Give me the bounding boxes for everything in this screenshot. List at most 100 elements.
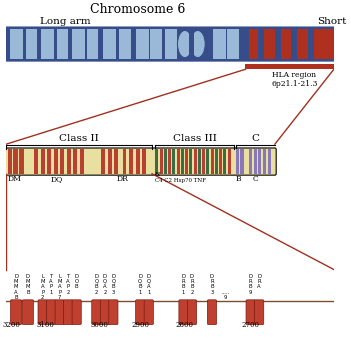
Bar	[190, 150, 192, 174]
Text: T
A
P
1: T A P 1	[49, 273, 53, 300]
Text: C: C	[252, 176, 258, 184]
FancyBboxPatch shape	[47, 300, 56, 325]
Bar	[215, 150, 218, 174]
Bar	[268, 150, 271, 174]
Text: D
Q
A
1: D Q A 1	[147, 273, 151, 300]
Text: Long arm: Long arm	[40, 17, 91, 26]
Text: T
A
P
2: T A P 2	[66, 273, 70, 300]
FancyBboxPatch shape	[254, 300, 264, 325]
Bar	[202, 150, 205, 174]
Bar	[119, 29, 131, 59]
Bar	[8, 150, 12, 174]
Text: D
R
A: D R A	[257, 273, 261, 300]
FancyBboxPatch shape	[187, 300, 197, 325]
Text: 3100: 3100	[37, 321, 54, 329]
Text: 2700: 2700	[241, 321, 259, 329]
FancyBboxPatch shape	[109, 300, 118, 325]
FancyBboxPatch shape	[207, 300, 217, 325]
Bar	[122, 150, 126, 174]
Bar	[263, 150, 266, 174]
Text: D
Q
B
1: D Q B 1	[138, 273, 142, 300]
Bar	[211, 150, 214, 174]
Bar	[258, 150, 261, 174]
Bar	[198, 150, 201, 174]
Bar	[240, 150, 244, 174]
Text: HLA region
6p21.1-21.3: HLA region 6p21.1-21.3	[272, 71, 318, 88]
FancyBboxPatch shape	[246, 300, 255, 325]
Bar	[206, 150, 209, 174]
Bar	[227, 29, 239, 59]
Bar	[164, 150, 167, 174]
Text: 2800: 2800	[176, 321, 194, 329]
Bar	[219, 150, 222, 174]
Text: D
O
B: D O B	[75, 273, 79, 300]
Bar	[108, 150, 112, 174]
Text: Chromosome 6: Chromosome 6	[90, 3, 185, 16]
Bar	[142, 150, 146, 174]
Text: Bf
C4 C2 Hsp70 TNF: Bf C4 C2 Hsp70 TNF	[155, 172, 206, 183]
Bar	[307, 29, 313, 59]
Text: D
R
B
2: D R B 2	[190, 273, 194, 300]
Bar	[291, 29, 297, 59]
Bar	[80, 150, 84, 174]
Bar	[135, 29, 149, 59]
Bar	[213, 29, 226, 59]
Bar	[114, 150, 118, 174]
Bar	[19, 150, 24, 174]
Text: D
Q
B
2: D Q B 2	[94, 273, 98, 300]
Bar	[194, 150, 197, 174]
FancyBboxPatch shape	[22, 300, 33, 325]
FancyBboxPatch shape	[38, 300, 47, 325]
FancyBboxPatch shape	[72, 300, 81, 325]
FancyBboxPatch shape	[100, 300, 110, 325]
FancyBboxPatch shape	[5, 148, 276, 175]
FancyBboxPatch shape	[64, 300, 73, 325]
Bar	[249, 29, 334, 59]
Bar	[181, 150, 184, 174]
Ellipse shape	[190, 31, 205, 58]
Bar	[57, 29, 68, 59]
Bar	[41, 29, 54, 59]
Bar	[60, 150, 64, 174]
Bar	[165, 29, 178, 59]
FancyBboxPatch shape	[4, 26, 337, 62]
Bar	[253, 150, 257, 174]
Text: D
M
M
A
B: D M M A B	[14, 273, 18, 300]
Text: 2900: 2900	[132, 321, 150, 329]
Bar	[67, 150, 71, 174]
Text: D
R
B
3: D R B 3	[210, 273, 214, 300]
Bar	[228, 150, 231, 174]
Text: 3200: 3200	[2, 321, 20, 329]
Bar	[47, 150, 51, 174]
Bar	[224, 150, 226, 174]
Text: Short: Short	[317, 17, 347, 26]
Text: DR: DR	[117, 176, 128, 184]
Text: B: B	[236, 176, 241, 184]
Text: D
R
B
9: D R B 9	[249, 273, 253, 300]
Bar	[101, 150, 105, 174]
Text: DM: DM	[7, 176, 21, 184]
Bar	[236, 150, 239, 174]
Bar	[245, 65, 334, 69]
Bar	[155, 150, 158, 174]
Bar	[189, 32, 194, 56]
Text: Class III: Class III	[173, 134, 217, 144]
Text: DQ: DQ	[51, 176, 63, 184]
Bar	[41, 150, 45, 174]
Text: D
R
B
1: D R B 1	[181, 273, 185, 300]
Bar	[34, 150, 38, 174]
FancyBboxPatch shape	[92, 300, 101, 325]
Text: L
M
A
P
2: L M A P 2	[40, 273, 45, 300]
Bar	[275, 29, 281, 59]
Bar	[135, 150, 140, 174]
Text: .....
9: ..... 9	[221, 273, 229, 300]
Bar	[54, 150, 58, 174]
Bar	[160, 150, 163, 174]
Bar	[73, 150, 77, 174]
Bar	[172, 150, 175, 174]
FancyBboxPatch shape	[144, 300, 153, 325]
FancyBboxPatch shape	[179, 300, 188, 325]
Bar	[258, 29, 264, 59]
Ellipse shape	[178, 31, 192, 58]
FancyBboxPatch shape	[11, 300, 22, 325]
